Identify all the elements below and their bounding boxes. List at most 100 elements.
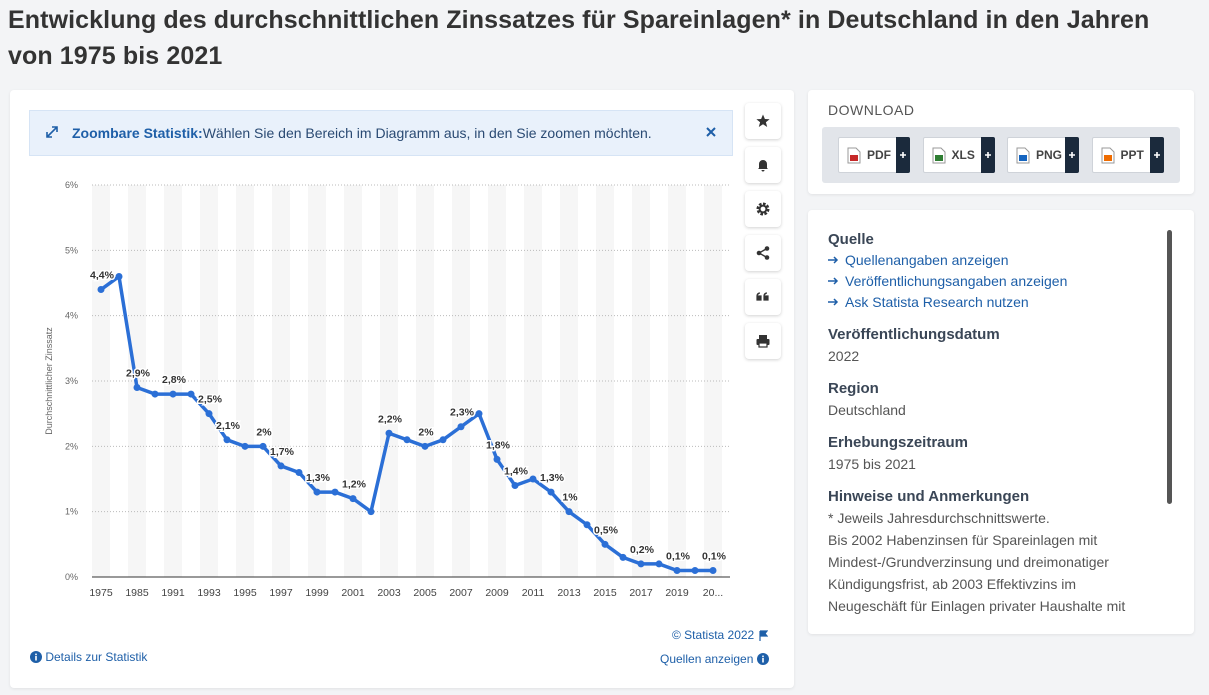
data-point [313,488,321,496]
data-label: 0,1% [666,550,691,562]
data-point [241,442,249,450]
info-link[interactable]: Ask Statista Research nutzen [828,292,1148,313]
data-label: 2,5% [198,394,223,406]
info-link[interactable]: Veröffentlichungsangaben anzeigen [828,271,1148,292]
data-point [97,286,105,294]
download-button[interactable]: PPT [1091,137,1164,173]
download-label: PPT [1120,148,1144,162]
favorite-button[interactable] [745,103,781,139]
data-point [511,482,519,490]
share-button[interactable] [745,235,781,271]
data-label: 1% [562,492,578,504]
chart[interactable]: 0% 1% 2% 3% 4% 5% 6% Durchschnittlicher Zinssat… [30,165,770,625]
download-label: PNG [1036,148,1063,162]
sources-text: Quellen anzeigen [660,652,754,666]
info-text: 1975 bis 2021 [828,456,916,472]
x-tick-label: 2017 [629,587,653,599]
data-point [259,442,267,450]
data-label: 2,8% [162,374,187,386]
data-label: 0,5% [594,524,619,536]
close-notice[interactable] [706,127,716,137]
y-tick-label: 2% [65,441,78,451]
data-point [169,390,177,398]
data-point [403,436,411,444]
x-tick-label: 1999 [305,587,329,599]
info-link-text: Ask Statista Research nutzen [845,294,1029,310]
y-tick-label: 6% [65,180,78,190]
download-button[interactable]: PDF [838,137,910,173]
data-point [277,462,285,470]
notice-text: Wählen Sie den Bereich im Diagramm aus, … [202,125,652,141]
data-point [421,442,429,450]
data-label: 1,4% [504,466,529,478]
x-tick-label: 20... [703,587,723,599]
data-label: 1,7% [270,446,295,458]
data-point [385,429,393,437]
y-tick-label: 0% [65,572,78,582]
data-point [673,566,681,574]
data-point [655,560,663,568]
info-link[interactable]: Quellenangaben anzeigen [828,250,1148,271]
print-button[interactable] [745,323,781,359]
data-point [205,410,213,418]
zoom-notice: Zoombare Statistik:Wählen Sie den Bereic… [29,110,733,156]
copyright-text: © Statista 2022 [672,628,755,642]
data-label: 0,2% [630,544,655,556]
info-section: Region Deutschland [828,379,1148,421]
data-label: 2% [418,426,434,438]
info-text: Deutschland [828,402,906,418]
data-point [349,495,357,503]
notes-heading: Hinweise und Anmerkungen [828,488,1030,505]
expand-icon [46,126,58,138]
x-tick-label: 1985 [125,587,149,599]
x-tick-label: 1993 [197,587,221,599]
download-label: XLS [951,148,975,162]
data-label: 2% [256,426,272,438]
info-text: 2022 [828,348,860,364]
notification-button[interactable] [745,147,781,183]
data-label: 2,9% [126,368,151,380]
x-tick-label: 2009 [485,587,509,599]
x-tick-label: 1975 [89,587,113,599]
info-content: Quelle Quellenangaben anzeigen Veröffentl… [828,230,1148,614]
details-text: Details zur Statistik [45,650,148,664]
data-point [367,508,375,516]
settings-button[interactable] [745,191,781,227]
data-point [151,390,159,398]
data-point [133,384,141,392]
sources-link[interactable]: Quellen anzeigen [660,652,769,666]
data-label: 2,1% [216,420,241,432]
note-text: Bis 2002 Habenzinsen für Spareinlagen mi… [828,532,1126,614]
x-tick-label: 2001 [341,587,365,599]
data-point [547,488,555,496]
notice-label: Zoombare Statistik: [72,125,203,141]
y-tick-label: 1% [65,507,78,517]
source-heading: Quelle [828,231,874,248]
data-label: 1,8% [486,439,511,451]
data-point [331,488,339,496]
details-link[interactable]: Details zur Statistik [30,650,147,664]
y-tick-label: 5% [65,245,78,255]
x-tick-label: 1997 [269,587,293,599]
info-heading: Veröffentlichungsdatum [828,326,1000,343]
data-point [223,436,231,444]
x-tick-label: 2007 [449,587,473,599]
data-point [601,540,609,548]
copyright: © Statista 2022 [672,628,768,642]
scrollbar[interactable] [1167,230,1172,504]
download-button[interactable]: PNG [1007,137,1079,173]
info-heading: Erhebungszeitraum [828,434,969,451]
info-section: Veröffentlichungsdatum 2022 [828,325,1148,367]
data-line [99,274,713,573]
data-point [115,272,123,280]
data-label: 1,2% [342,479,367,491]
x-tick-label: 2019 [665,587,689,599]
y-axis-label: Durchschnittlicher Zinssatz [44,327,54,435]
download-button[interactable]: XLS [922,137,995,173]
cite-button[interactable] [745,279,781,315]
data-point [439,436,447,444]
data-point [619,553,627,561]
data-point [583,521,591,529]
info-section: Erhebungszeitraum 1975 bis 2021 [828,433,1148,475]
